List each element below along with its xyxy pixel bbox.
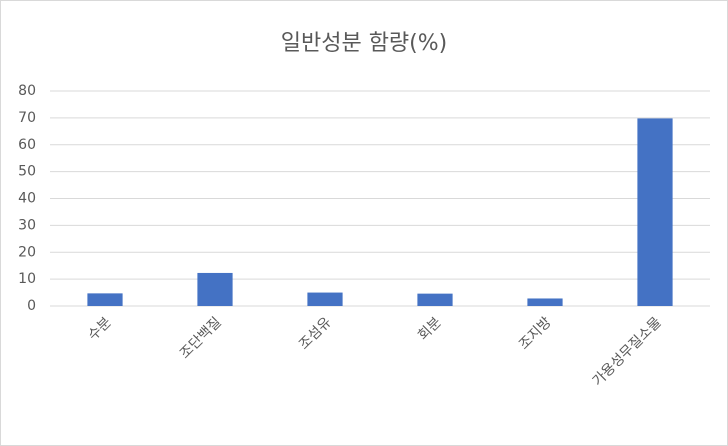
y-tick-label: 0 xyxy=(27,298,36,314)
y-tick-label: 80 xyxy=(18,83,36,99)
y-tick-label: 50 xyxy=(18,164,36,180)
bar xyxy=(307,292,343,306)
y-tick-label: 60 xyxy=(18,137,36,153)
y-tick-label: 30 xyxy=(18,217,36,233)
bar xyxy=(417,293,453,306)
bar xyxy=(87,293,123,306)
bar xyxy=(527,298,563,306)
chart-title: 일반성분 함량(%) xyxy=(281,31,448,56)
y-tick-label: 40 xyxy=(18,191,36,207)
y-tick-label: 70 xyxy=(18,110,36,126)
y-tick-label: 20 xyxy=(18,244,36,260)
bar xyxy=(197,272,233,306)
bar xyxy=(637,118,673,306)
y-tick-label: 10 xyxy=(18,271,36,287)
